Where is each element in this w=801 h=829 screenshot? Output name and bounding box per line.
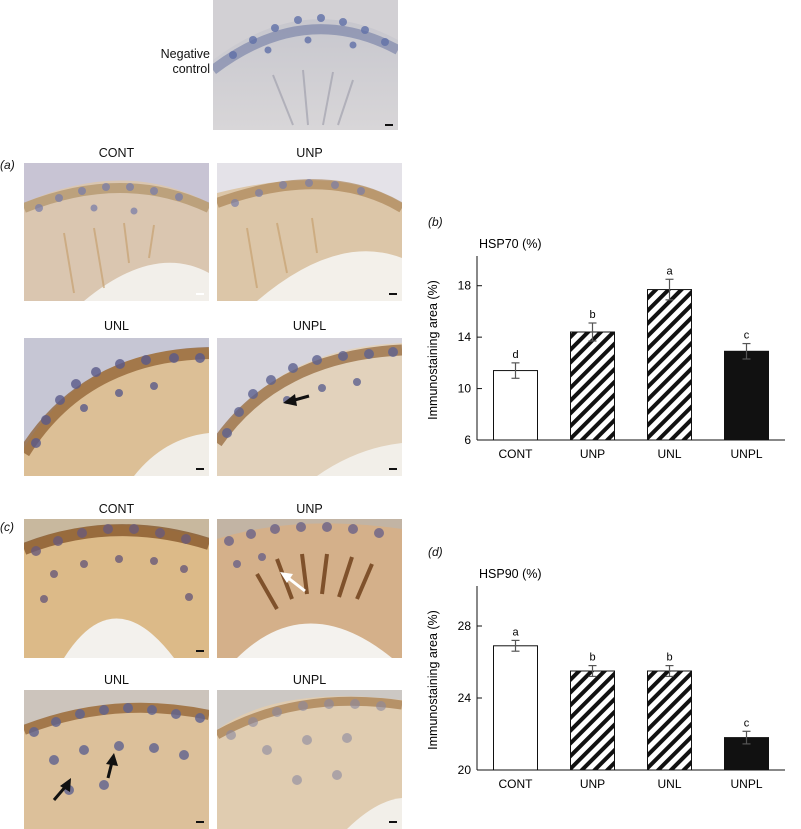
panel-b-tag: (b) [428, 215, 443, 229]
panel-a-tag: (a) [0, 158, 15, 172]
micrograph-a-unpl [217, 338, 402, 476]
scale-bar [196, 821, 204, 823]
micrograph-c-cont [24, 519, 209, 658]
micrograph-c-unp [217, 519, 402, 658]
y-tick-label: 18 [458, 279, 472, 293]
panel-c-label-unl: UNL [103, 673, 129, 687]
significance-letter: c [744, 330, 750, 342]
x-tick-label: UNPL [730, 447, 762, 461]
x-tick-label: UNP [580, 447, 605, 461]
bar-cont [493, 645, 538, 771]
panel-d-tag: (d) [428, 545, 443, 559]
x-tick-label: UNL [657, 777, 681, 791]
error-bar [511, 639, 520, 652]
y-tick-label: 24 [458, 691, 472, 705]
y-tick-label: 10 [458, 382, 472, 396]
significance-letter: b [589, 652, 595, 664]
y-tick-label: 28 [458, 619, 472, 633]
x-tick-label: UNPL [730, 777, 762, 791]
x-tick-label: CONT [499, 447, 534, 461]
x-tick-label: CONT [499, 777, 534, 791]
chart-hsp90: HSP90 (%) Immunostaining area (%) 20 24 28 a C… [426, 567, 785, 791]
y-axis-label: Immunostaining area (%) [426, 610, 440, 750]
panel-c-tag: (c) [0, 520, 14, 534]
significance-letter: b [666, 652, 672, 664]
scale-bar [196, 293, 204, 295]
bar-cont [493, 370, 538, 441]
micrograph-c-unpl [217, 690, 402, 829]
panel-c-label-unpl: UNPL [292, 673, 327, 687]
micrograph-a-unl [24, 338, 209, 476]
negative-control-label-line1: Negative [160, 47, 210, 61]
error-bar [588, 664, 597, 678]
arrow-icon [280, 572, 306, 593]
chart-title: HSP90 (%) [479, 567, 542, 581]
significance-letter: c [744, 717, 750, 729]
chart-hsp70: HSP70 (%) Immunostaining area (%) 6 10 14 18 d… [426, 237, 785, 461]
panel-a-label-cont: CONT [98, 146, 135, 160]
panel-c-label-unp: UNP [296, 502, 323, 516]
negative-control-label-line2: control [172, 62, 210, 76]
y-tick-label: 20 [458, 763, 472, 777]
panel-a-label-unpl: UNPL [292, 319, 327, 333]
bar-unpl [724, 350, 769, 441]
y-axis-label: Immunostaining area (%) [426, 280, 440, 420]
scale-bar [196, 650, 204, 652]
micrograph-a-unp [217, 163, 402, 301]
chart-title: HSP70 (%) [479, 237, 542, 251]
error-bar [665, 278, 674, 301]
scale-bar [389, 821, 397, 823]
negative-control-micrograph [213, 0, 398, 130]
micrograph-a-cont [24, 163, 209, 301]
bar-unp [570, 670, 615, 771]
arrow-icon [52, 778, 71, 801]
error-bar [511, 362, 520, 379]
error-bar [588, 322, 597, 342]
significance-letter: a [666, 265, 673, 277]
x-tick-label: UNP [580, 777, 605, 791]
bar-unp [570, 331, 615, 441]
arrow-icon [106, 753, 118, 779]
negative-control-label: Negative control [150, 47, 210, 77]
error-bar [742, 730, 751, 745]
x-tick-label: UNL [657, 447, 681, 461]
y-tick-label: 6 [464, 433, 471, 447]
panel-a-label-unp: UNP [296, 146, 323, 160]
significance-letter: a [512, 626, 519, 638]
bar-unl [647, 289, 692, 441]
arrow-icon [283, 394, 310, 406]
significance-letter: d [512, 349, 518, 361]
scale-bar [389, 293, 397, 295]
panel-c-label-cont: CONT [98, 502, 135, 516]
error-bar [742, 342, 751, 360]
micrograph-c-unl [24, 690, 209, 829]
error-bar [665, 664, 674, 678]
scale-bar [389, 468, 397, 470]
scale-bar [385, 124, 393, 126]
significance-letter: b [589, 309, 595, 321]
y-tick-label: 14 [458, 330, 472, 344]
panel-a-label-unl: UNL [103, 319, 129, 333]
scale-bar [196, 468, 204, 470]
bar-unl [647, 670, 692, 771]
